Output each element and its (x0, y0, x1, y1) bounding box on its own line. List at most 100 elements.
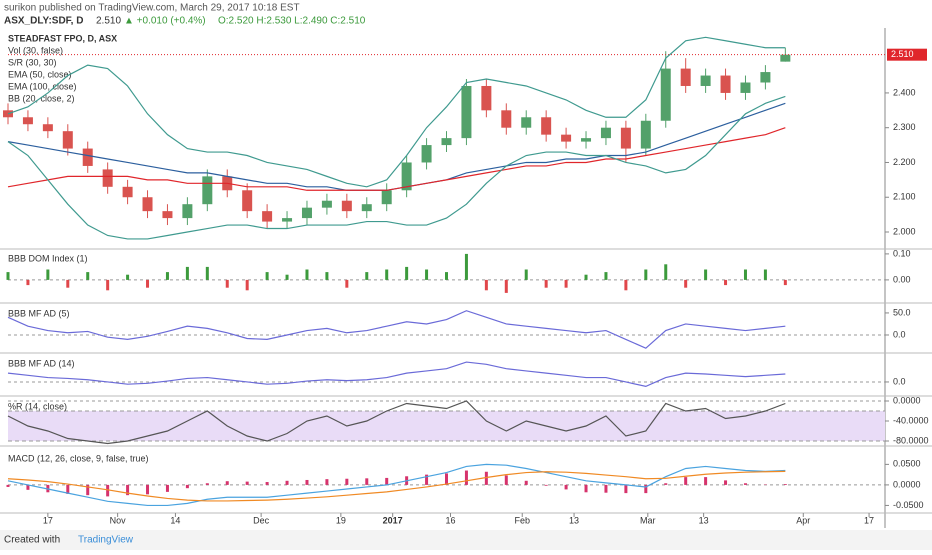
indicator-bar (565, 485, 568, 490)
band (8, 411, 885, 441)
indicator-bar (624, 485, 627, 493)
indicator-bar (465, 254, 468, 280)
candle-body (322, 201, 332, 208)
candle-body (780, 55, 790, 62)
candle-body (182, 204, 192, 218)
indicator-bar (385, 270, 388, 280)
x-tick-label: 13 (699, 515, 709, 525)
candle-body (561, 135, 571, 142)
indicator-bar (744, 483, 747, 485)
publish-line: surikon published on TradingView.com, Ma… (4, 3, 300, 14)
indicator-bar (764, 270, 767, 280)
candle-body (422, 145, 432, 162)
candle-body (721, 76, 731, 93)
candle-body (740, 83, 750, 93)
indicator-bar (7, 272, 10, 280)
x-tick-label: Apr (796, 515, 810, 525)
x-tick-label: 19 (336, 515, 346, 525)
indicator-bar (445, 272, 448, 280)
y-tick-label: -40.0000 (893, 415, 929, 425)
candle-body (282, 218, 292, 221)
y-tick-label: 2.000 (893, 226, 916, 236)
candle-body (601, 128, 611, 138)
indicator-bar (565, 280, 568, 288)
y-tick-label: 0.0500 (893, 459, 921, 469)
indicator-bar (684, 477, 687, 485)
legend-entry: EMA (50, close) (8, 69, 72, 79)
indicator-bar (604, 272, 607, 280)
indicator-bar (485, 472, 488, 485)
indicator-bar (585, 485, 588, 492)
x-tick-label: 17 (864, 515, 874, 525)
indicator-bar (485, 280, 488, 290)
indicator-bar (26, 280, 29, 285)
indicator-bar (186, 267, 189, 280)
candle-body (681, 69, 691, 86)
candle-body (302, 208, 312, 218)
candle-body (63, 131, 73, 148)
indicator-bar (385, 478, 388, 485)
pane-title: STEADFAST FPO, D, ASX (8, 33, 117, 43)
indicator-bar (664, 264, 667, 280)
indicator-bar (704, 270, 707, 280)
symbol: ASX_DLY:SDF, D (4, 16, 83, 27)
x-tick-label: Dec (253, 515, 270, 525)
indicator-bar (206, 267, 209, 280)
indicator-bar (505, 280, 508, 293)
x-tick-label: 14 (170, 515, 180, 525)
candle-body (262, 211, 272, 221)
pane-title: MACD (12, 26, close, 9, false, true) (8, 453, 149, 463)
pane-title: BBB MF AD (14) (8, 358, 75, 368)
indicator-bar (226, 280, 229, 288)
indicator-bar (146, 280, 149, 288)
y-tick-label: 2.300 (893, 122, 916, 132)
x-tick-label: Nov (110, 515, 127, 525)
legend-entry: EMA (100, close) (8, 81, 77, 91)
pane-title: %R (14, close) (8, 401, 67, 411)
indicator-bar (106, 280, 109, 290)
candle-body (382, 190, 392, 204)
indicator-bar (744, 270, 747, 280)
indicator-bar (545, 280, 548, 288)
indicator-bar (724, 280, 727, 285)
indicator-bar (325, 272, 328, 280)
indicator-bar (325, 479, 328, 485)
y-tick-label: 2.400 (893, 87, 916, 97)
pane-title: BBB MF AD (5) (8, 308, 70, 318)
indicator-bar (66, 280, 69, 288)
candle-body (123, 187, 133, 197)
candle-body (43, 124, 53, 131)
indicator-bar (46, 270, 49, 280)
y-tick-label: 0.0000 (893, 479, 921, 489)
legend-entry: Vol (30, false) (8, 45, 63, 55)
candle-body (202, 176, 212, 204)
footer-brand[interactable]: TradingView (78, 535, 134, 546)
x-tick-label: 2017 (383, 515, 403, 525)
candle-body (481, 86, 491, 110)
price-tag-label: 2.510 (891, 49, 914, 59)
candle-body (461, 86, 471, 138)
indicator-bar (445, 473, 448, 484)
indicator-bar (206, 483, 209, 485)
indicator-bar (784, 484, 787, 485)
indicator-bar (405, 267, 408, 280)
candle-body (501, 110, 511, 127)
candle-body (701, 76, 711, 86)
indicator-bar (604, 485, 607, 493)
indicator-bar (7, 485, 10, 487)
footer-text: Created with (4, 535, 60, 546)
x-tick-label: Mar (640, 515, 656, 525)
candle-body (521, 117, 531, 127)
indicator-bar (365, 272, 368, 280)
indicator-bar (345, 280, 348, 288)
candle-body (661, 69, 671, 121)
indicator-bar (624, 280, 627, 290)
y-tick-label: 0.0000 (893, 395, 921, 405)
indicator-bar (266, 482, 269, 485)
y-tick-label: 0.10 (893, 248, 911, 258)
indicator-bar (664, 483, 667, 485)
indicator-bar (644, 270, 647, 280)
indicator-bar (246, 482, 249, 485)
indicator-bar (166, 272, 169, 280)
x-tick-label: 13 (569, 515, 579, 525)
